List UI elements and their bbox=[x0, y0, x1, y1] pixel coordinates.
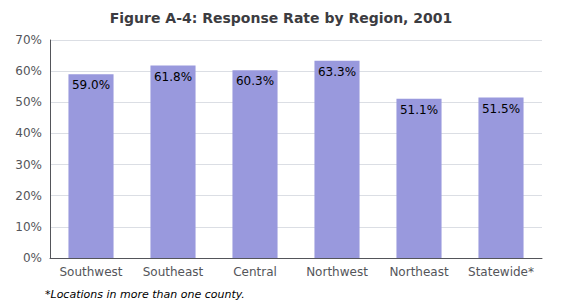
svg-text:61.8%: 61.8% bbox=[154, 70, 192, 84]
svg-text:51.5%: 51.5% bbox=[482, 102, 520, 116]
svg-text:70%: 70% bbox=[15, 33, 42, 47]
svg-text:Southeast: Southeast bbox=[143, 265, 204, 279]
svg-text:Figure A-4: Response Rate by R: Figure A-4: Response Rate by Region, 200… bbox=[110, 10, 453, 26]
svg-text:20%: 20% bbox=[15, 189, 42, 203]
svg-text:50%: 50% bbox=[15, 95, 42, 109]
svg-text:60.3%: 60.3% bbox=[236, 74, 274, 88]
svg-text:Statewide*: Statewide* bbox=[468, 265, 534, 279]
svg-text:63.3%: 63.3% bbox=[318, 65, 356, 79]
svg-text:Central: Central bbox=[233, 265, 277, 279]
svg-text:60%: 60% bbox=[15, 64, 42, 78]
svg-text:0%: 0% bbox=[23, 251, 42, 265]
svg-text:51.1%: 51.1% bbox=[400, 103, 438, 117]
svg-text:Northeast: Northeast bbox=[389, 265, 449, 279]
svg-text:*Locations in more than one co: *Locations in more than one county. bbox=[45, 288, 245, 301]
svg-text:40%: 40% bbox=[15, 126, 42, 140]
svg-text:30%: 30% bbox=[15, 158, 42, 172]
svg-text:Northwest: Northwest bbox=[306, 265, 368, 279]
svg-text:10%: 10% bbox=[15, 220, 42, 234]
svg-text:59.0%: 59.0% bbox=[72, 78, 110, 92]
svg-text:Southwest: Southwest bbox=[59, 265, 122, 279]
